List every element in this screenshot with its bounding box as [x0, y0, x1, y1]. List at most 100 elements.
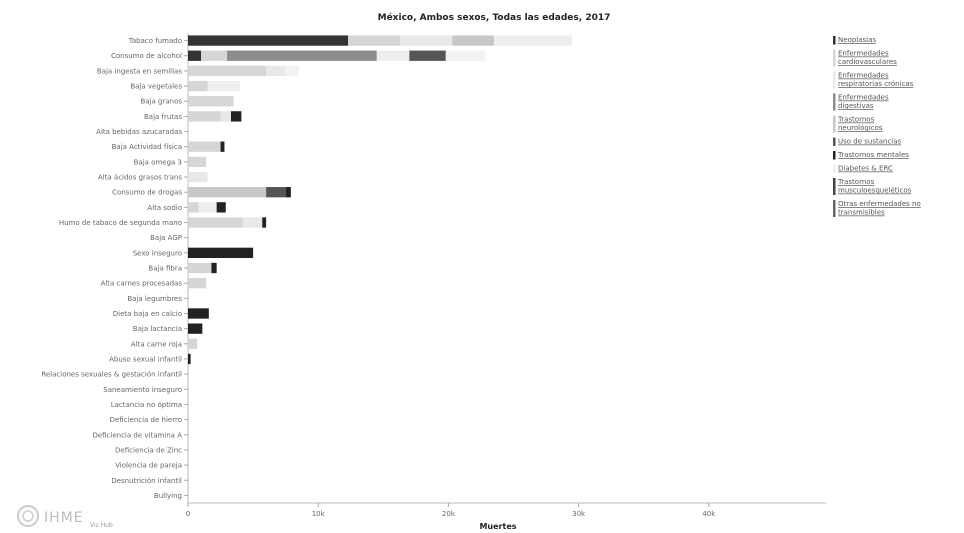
category-label: Consumo de drogas — [112, 189, 182, 197]
bar-segment[interactable] — [348, 35, 401, 46]
legend-item[interactable]: Trastornos neurológicos — [837, 116, 883, 133]
bar-segment[interactable] — [211, 262, 217, 274]
bar-segment[interactable] — [220, 141, 225, 152]
legend-item[interactable]: Enfermedades cardiovasculares — [838, 50, 897, 67]
category-label: Baja omega 3 — [134, 158, 182, 166]
bar-segment[interactable] — [376, 50, 410, 61]
bar-segment[interactable] — [188, 50, 202, 61]
category-label: Alta ácidos grasos trans — [98, 174, 182, 182]
category-label: Saneamiento inseguro — [103, 386, 182, 394]
category-label: Consumo de alcohol — [111, 52, 182, 60]
x-tick-label: 10k — [312, 510, 326, 518]
bar-segment[interactable] — [188, 35, 349, 46]
bar-segment[interactable] — [201, 50, 228, 61]
bar-segment[interactable] — [266, 65, 286, 77]
legend-swatch — [833, 93, 836, 111]
bar-segment[interactable] — [188, 80, 208, 92]
bar-segment[interactable] — [188, 308, 209, 319]
legend-swatch — [833, 49, 836, 67]
legend-swatch — [833, 200, 836, 217]
x-tick-label: 20k — [442, 510, 456, 518]
bar-segment[interactable] — [188, 96, 234, 107]
bar-segment[interactable] — [188, 217, 243, 228]
logo-text: IHME — [44, 510, 84, 526]
legend-item[interactable]: Trastornos musculoesqueléticos — [837, 178, 912, 195]
bar-segment[interactable] — [230, 111, 242, 122]
bar-segment[interactable] — [262, 217, 267, 228]
bar-segment[interactable] — [285, 65, 299, 77]
legend-swatch — [833, 151, 836, 160]
logo-subtext: Viz Hub — [90, 522, 113, 529]
bar-segment[interactable] — [188, 141, 221, 152]
bar-segment[interactable] — [207, 80, 241, 92]
bar-segment[interactable] — [452, 35, 494, 46]
bar-segment[interactable] — [188, 247, 254, 258]
chart-title: México, Ambos sexos, Todas las edades, 2… — [378, 12, 611, 23]
legend: Neoplasias Enfermedades cardiovasculares En… — [833, 36, 921, 217]
category-label: Alta sodio — [147, 204, 182, 212]
bar-segment[interactable] — [188, 171, 208, 183]
category-label: Dieta baja en calcio — [113, 310, 182, 318]
legend-item[interactable]: Enfermedades digestivas — [838, 94, 889, 111]
bar-segment[interactable] — [188, 262, 212, 274]
category-label: Desnutrición infantil — [111, 477, 182, 485]
bar-segment[interactable] — [227, 50, 377, 61]
legend-item[interactable]: Trastornos mentales — [837, 151, 909, 159]
legend-swatch — [833, 36, 836, 45]
legend-swatch — [833, 164, 836, 173]
bar-segment[interactable] — [400, 35, 453, 46]
bar-segment[interactable] — [188, 187, 267, 198]
category-label: Humo de tabaco de segunda mano — [59, 219, 182, 227]
logo-icon — [17, 505, 39, 527]
category-label: Baja frutas — [144, 113, 182, 121]
category-label: Deficiencia de vitamina A — [92, 431, 182, 439]
legend-item[interactable]: Neoplasias — [838, 36, 876, 44]
category-label: Baja vegetales — [130, 83, 182, 91]
legend-swatch — [833, 115, 836, 133]
bar-segment[interactable] — [188, 278, 207, 289]
category-label: Violencia de pareja — [115, 462, 182, 470]
legend-item[interactable]: Otras enfermedades no transmisibles — [838, 200, 921, 217]
category-label: Baja ingesta en semillas — [97, 67, 182, 75]
category-label: Abuso sexual infantil — [109, 355, 182, 363]
bar-segment[interactable] — [188, 353, 191, 365]
category-label: Alta carnes procesadas — [101, 280, 183, 288]
bar-segment[interactable] — [409, 50, 446, 61]
legend-item[interactable]: Enfermedades respiratorias crónicas — [838, 72, 914, 89]
legend-item[interactable]: Uso de sustancias — [838, 138, 902, 146]
bar-segment[interactable] — [242, 217, 263, 228]
category-label: Baja lactancia — [133, 325, 182, 333]
bar-segment[interactable] — [188, 338, 198, 349]
category-label: Deficiencia de hierro — [110, 416, 182, 424]
bar-segment[interactable] — [220, 111, 231, 122]
bar-segment[interactable] — [188, 111, 221, 122]
bar-segment[interactable] — [445, 50, 485, 61]
category-label: Baja Actividad física — [112, 143, 182, 151]
bar-segment[interactable] — [188, 202, 199, 213]
bar-segment[interactable] — [188, 65, 267, 77]
category-label: Baja legumbres — [127, 295, 182, 303]
category-label: Alta bebidas azucaradas — [96, 128, 182, 136]
category-label: Lactancia no óptima — [111, 401, 182, 409]
legend-swatch — [833, 137, 836, 146]
x-tick-label: 40k — [702, 510, 716, 518]
bar-segment[interactable] — [216, 202, 226, 213]
category-label: Baja AGP — [150, 234, 182, 242]
bar-segment[interactable] — [285, 187, 291, 198]
bar-segment[interactable] — [188, 323, 203, 334]
legend-item[interactable]: Diabetes & ERC — [838, 165, 893, 173]
bar-segment[interactable] — [198, 202, 217, 213]
x-axis-title: Muertes — [479, 522, 516, 531]
bar-segment[interactable] — [188, 156, 207, 168]
category-label: Bullying — [154, 492, 182, 500]
category-label: Relaciones sexuales & gestación infantil — [41, 371, 182, 379]
category-label: Deficiencia de Zinc — [115, 446, 182, 454]
bar-segment[interactable] — [266, 187, 286, 198]
category-label: Baja granos — [140, 98, 182, 106]
category-label: Tabaco fumado — [128, 37, 182, 45]
x-tick-label: 30k — [572, 510, 586, 518]
plot-area: Tabaco fumado Consumo de alcohol Baja inge… — [41, 33, 826, 518]
bar-segment[interactable] — [493, 35, 573, 46]
ihme-logo: IHME Viz Hub — [17, 505, 113, 529]
